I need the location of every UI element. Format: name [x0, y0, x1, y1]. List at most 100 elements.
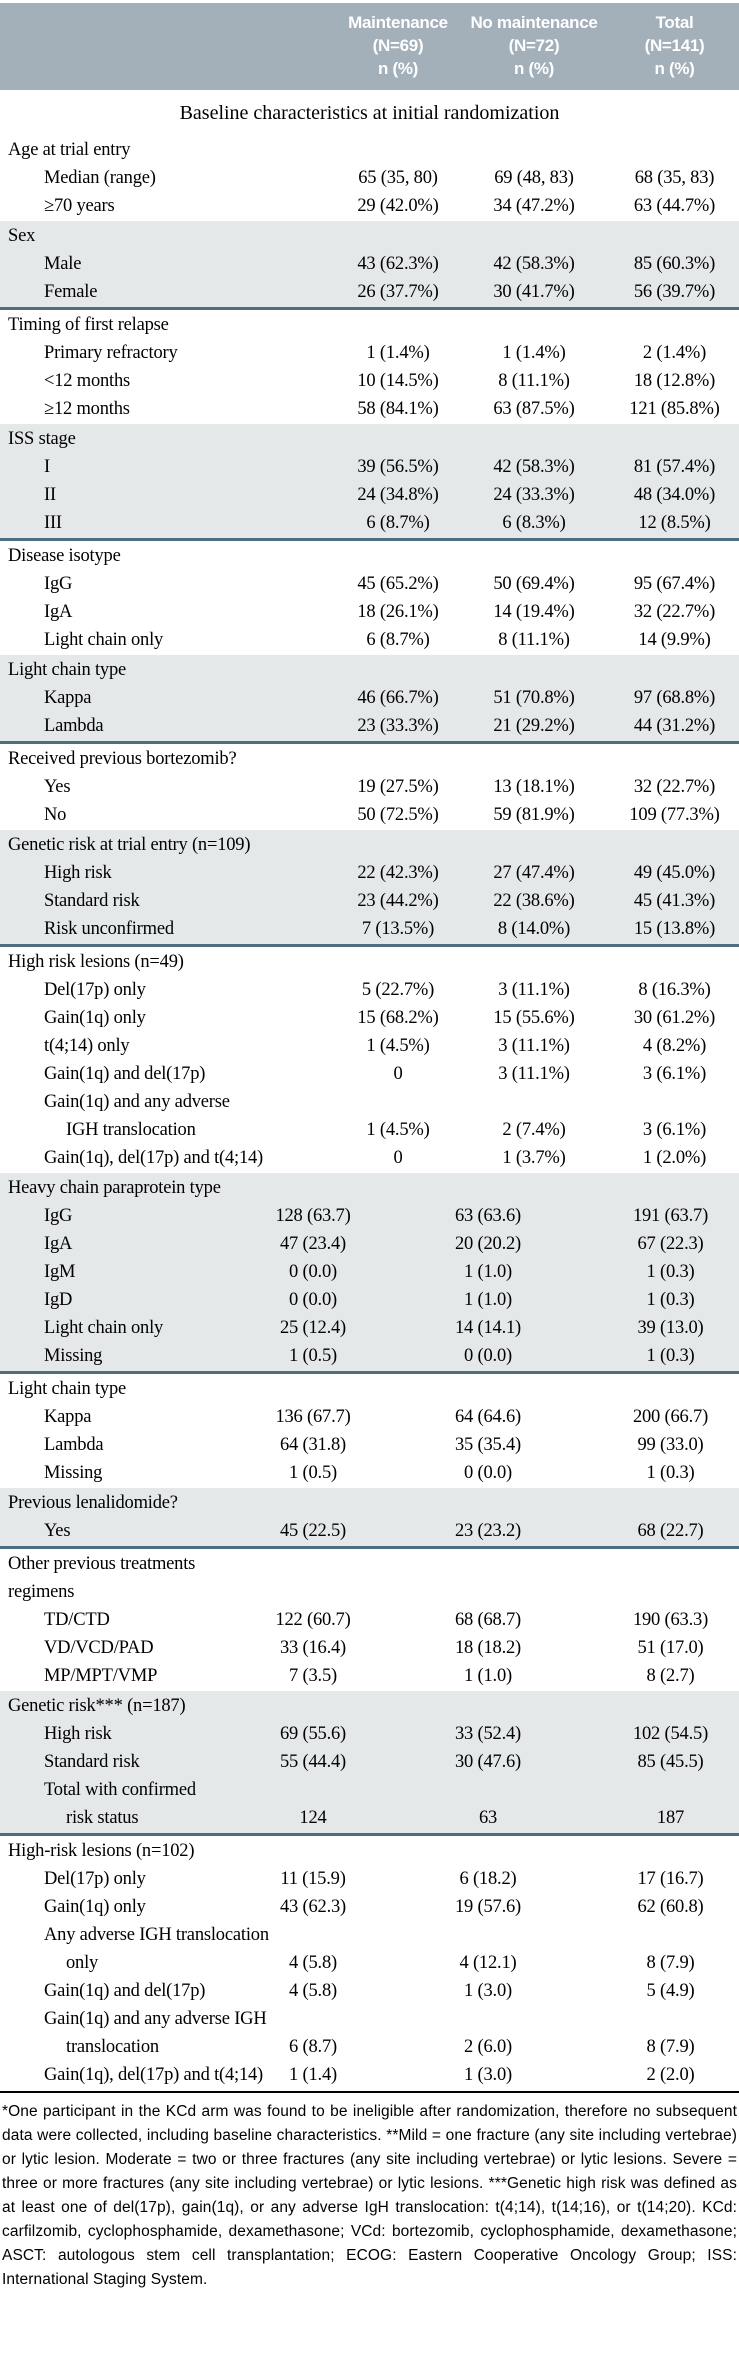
section-header-row: regimens — [0, 1578, 739, 1606]
section-label: Timing of first relapse — [8, 315, 169, 335]
row-label: Del(17p) only — [44, 1869, 146, 1889]
cell-value — [374, 1921, 602, 1949]
cell-value: 1 (0.3) — [646, 1463, 695, 1483]
cell-value: 200 (66.7) — [632, 1407, 709, 1427]
cell-value: 81 (57.4%) — [633, 457, 716, 477]
cell-value: 1 (0.3) — [646, 1346, 695, 1366]
column-header-line: Maintenance — [348, 13, 448, 32]
table-row: Light chain only 25 (12.4) 14 (14.1) 39 (13… — [0, 1314, 739, 1342]
section-label: ISS stage — [8, 429, 76, 449]
cell-value: 5 (4.9) — [646, 1981, 695, 2001]
cell-value: 0 — [393, 1148, 403, 1168]
row-label: ≥12 months — [44, 399, 130, 419]
cell-value: 191 (63.7) — [632, 1206, 709, 1226]
cell-value — [458, 1088, 610, 1116]
row-label: Missing — [44, 1463, 103, 1483]
column-header-line: (N=72) — [508, 36, 560, 55]
cell-value: 30 (47.6) — [454, 1752, 522, 1772]
row-label: IgA — [44, 602, 73, 622]
cell-value: 20 (20.2) — [454, 1234, 522, 1254]
column-header-line: Total — [655, 13, 694, 32]
cell-value: 29 (42.0%) — [357, 196, 439, 216]
column-header-maintenance: Maintenance (N=69) n (%) — [338, 11, 458, 80]
section-label: High-risk lesions (n=102) — [8, 1841, 195, 1861]
column-header-line: n (%) — [654, 59, 695, 78]
cell-value — [374, 1776, 602, 1804]
cell-value: 45 (41.3%) — [633, 891, 716, 911]
cell-value: 1 (1.0) — [464, 1262, 512, 1282]
cell-value: 1 (1.4%) — [366, 343, 430, 363]
cell-value: 63 (63.6) — [454, 1206, 522, 1226]
cell-value: 23 (23.2) — [454, 1521, 522, 1541]
table-row: Lambda 23 (33.3%) 21 (29.2%) 44 (31.2%) — [0, 712, 739, 740]
cell-value: 6 (8.7) — [289, 2037, 337, 2057]
table-row: ≥12 months 58 (84.1%) 63 (87.5%) 121 (85.8%… — [0, 395, 739, 423]
row-label: No — [44, 805, 67, 825]
cell-value: 1 (1.0) — [464, 1290, 512, 1310]
row-label: Kappa — [44, 1407, 92, 1427]
cell-value: 1 (1.4%) — [502, 343, 566, 363]
cell-value: 51 (70.8%) — [493, 688, 575, 708]
cell-value: 102 (54.5) — [632, 1724, 709, 1744]
row-label: Gain(1q), del(17p) and t(4;14) — [44, 1148, 264, 1168]
cell-value: 6 (8.3%) — [502, 513, 566, 533]
cell-value: 56 (39.7%) — [633, 282, 716, 302]
row-label: II — [44, 485, 56, 505]
table-row: Light chain only 6 (8.7%) 8 (11.1%) 14 (9.9… — [0, 626, 739, 654]
cell-value: 187 — [656, 1808, 685, 1828]
cell-value: 1 (0.5) — [289, 1346, 337, 1366]
cell-value: 42 (58.3%) — [493, 457, 575, 477]
table-row: t(4;14) only 1 (4.5%) 3 (11.1%) 4 (8.2%) — [0, 1032, 739, 1060]
cell-value: 1 (0.3) — [646, 1290, 695, 1310]
table-row: Gain(1q), del(17p) and t(4;14) 0 1 (3.7%) 1… — [0, 1144, 739, 1172]
section-header-row: Genetic risk*** (n=187) — [0, 1692, 739, 1720]
cell-value: 17 (16.7) — [637, 1869, 704, 1889]
cell-value: 19 (57.6) — [454, 1897, 522, 1917]
cell-value: 0 — [393, 1064, 403, 1084]
cell-value: 8 (11.1%) — [498, 371, 570, 391]
table-row: Male 43 (62.3%) 42 (58.3%) 85 (60.3%) — [0, 250, 739, 278]
cell-value: 64 (31.8) — [279, 1435, 347, 1455]
column-header-line: n (%) — [377, 59, 419, 78]
cell-value — [252, 2005, 374, 2033]
cell-value: 4 (5.8) — [289, 1953, 337, 1973]
table-row: Gain(1q) only 15 (68.2%) 15 (55.6%) 30 (61.… — [0, 1004, 739, 1032]
row-label: translocation — [66, 2037, 159, 2057]
row-label: Risk unconfirmed — [44, 919, 174, 939]
table-row: Gain(1q), del(17p) and t(4;14) 1 (1.4) 1 (… — [0, 2061, 739, 2089]
header-spacer — [0, 11, 338, 80]
table-row: High risk 22 (42.3%) 27 (47.4%) 49 (45.0%) — [0, 859, 739, 887]
cell-value: 63 (87.5%) — [493, 399, 575, 419]
section-header-row: Heavy chain paraprotein type — [0, 1174, 739, 1202]
cell-value: 3 (11.1%) — [498, 1036, 570, 1056]
row-label: Lambda — [44, 716, 104, 736]
table-row: Primary refractory 1 (1.4%) 1 (1.4%) 2 (1.4… — [0, 339, 739, 367]
section-header-row: Timing of first relapse — [0, 311, 739, 339]
row-label: Male — [44, 254, 82, 274]
table-section: Previous lenalidomide? Yes 45 (22.5) 23 (23… — [0, 1488, 739, 1549]
row-label: Gain(1q) only — [44, 1897, 146, 1917]
section-label: Received previous bortezomib? — [8, 749, 237, 769]
section-label: Light chain type — [8, 1379, 127, 1399]
table-row: Kappa 46 (66.7%) 51 (70.8%) 97 (68.8%) — [0, 684, 739, 712]
table-row: I 39 (56.5%) 42 (58.3%) 81 (57.4%) — [0, 453, 739, 481]
cell-value: 33 (52.4) — [454, 1724, 522, 1744]
cell-value: 15 (68.2%) — [357, 1008, 439, 1028]
cell-value: 44 (31.2%) — [633, 716, 716, 736]
table-row: IgA 18 (26.1%) 14 (19.4%) 32 (22.7%) — [0, 598, 739, 626]
table-row: III 6 (8.7%) 6 (8.3%) 12 (8.5%) — [0, 509, 739, 537]
cell-value: 2 (7.4%) — [502, 1120, 566, 1140]
cell-value: 121 (85.8%) — [629, 399, 720, 419]
table-row: Gain(1q) and any adverse — [0, 1088, 739, 1116]
cell-value: 43 (62.3%) — [357, 254, 439, 274]
cell-value: 65 (35, 80) — [358, 168, 438, 188]
cell-value: 0 (0.0) — [289, 1262, 337, 1282]
cell-value: 23 (33.3%) — [357, 716, 439, 736]
table-section: Heavy chain paraprotein type IgG 128 (63.7… — [0, 1173, 739, 1374]
baseline-characteristics-table: Maintenance (N=69) n (%) No maintenance … — [0, 3, 739, 2288]
row-label: I — [44, 457, 50, 477]
table-row: IgM 0 (0.0) 1 (1.0) 1 (0.3) — [0, 1258, 739, 1286]
cell-value: 18 (18.2) — [454, 1638, 522, 1658]
section-label: Genetic risk at trial entry (n=109) — [8, 835, 251, 855]
cell-value: 15 (55.6%) — [493, 1008, 575, 1028]
